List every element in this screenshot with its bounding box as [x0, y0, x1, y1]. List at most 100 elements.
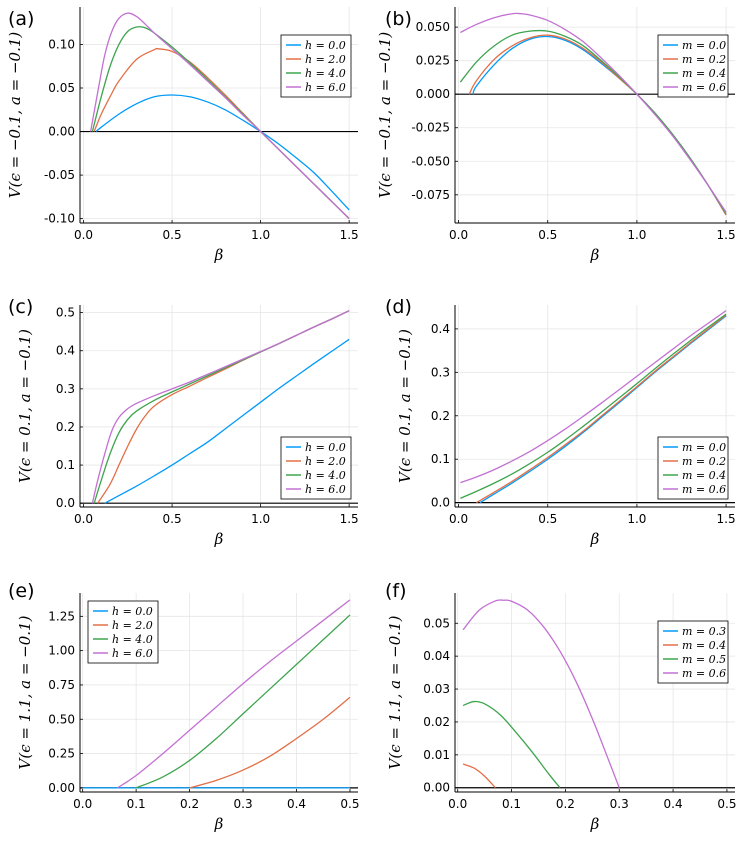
legend-entry-label: m = 0.4 — [682, 67, 726, 80]
x-tick-label: 0.3 — [610, 797, 629, 811]
legend-entry-label: m = 0.6 — [682, 483, 726, 496]
x-tick-label: 0.2 — [180, 797, 199, 811]
series-line-3 — [460, 12, 727, 213]
legend: h = 0.0h = 2.0h = 4.0h = 6.0 — [280, 34, 352, 98]
x-tick-label: 0.5 — [340, 797, 359, 811]
series-group — [91, 310, 350, 504]
series-group — [459, 12, 727, 216]
series-line-2 — [460, 313, 727, 499]
legend-entry-label: h = 2.0 — [112, 619, 153, 632]
x-tick-label: 0.5 — [163, 228, 182, 242]
y-tick-label: 0.75 — [48, 678, 75, 692]
panel-label: (d) — [385, 296, 412, 318]
x-axis-label: β — [214, 530, 224, 548]
panel-label: (c) — [8, 296, 33, 318]
legend-entry-label: h = 4.0 — [305, 67, 346, 80]
series-group — [462, 599, 620, 789]
panel-e: 0.0 0.1 0.2 0.3 0.4 0.5 0.00 0.25 0.50 0.75 1.00 1.… — [8, 580, 360, 833]
panel-d: 0.0 0.5 1.0 1.5 0.0 0.1 0.2 0.3 0.4 (d) β V(ϵ = 0.1… — [385, 296, 736, 548]
legend-entry-label: m = 0.4 — [682, 639, 726, 652]
x-tick-label: 0.0 — [448, 797, 467, 811]
legend: h = 0.0h = 2.0h = 4.0h = 6.0 — [280, 436, 352, 500]
x-axis-label: β — [214, 246, 224, 264]
legend: m = 0.3m = 0.4m = 0.5m = 0.6 — [657, 620, 729, 684]
legend-entry-label: h = 6.0 — [305, 81, 346, 94]
y-tick-label: 0.05 — [423, 616, 450, 630]
y-tick-label: 0.04 — [423, 649, 450, 663]
series-line-2 — [462, 700, 561, 789]
y-tick-label: 0.0 — [431, 496, 450, 510]
legend-entry-label: h = 2.0 — [305, 455, 346, 468]
y-tick-label: 0.1 — [431, 452, 450, 466]
legend-entry-label: h = 0.0 — [305, 441, 346, 454]
x-tick-label: 1.0 — [627, 228, 646, 242]
series-group — [460, 310, 727, 504]
x-tick-label: 0.5 — [538, 228, 557, 242]
y-tick-label: -0.025 — [411, 121, 450, 135]
legend-entry-label: m = 0.0 — [682, 39, 726, 52]
legend: h = 0.0h = 2.0h = 4.0h = 6.0 — [87, 600, 159, 664]
series-group — [89, 12, 350, 220]
y-tick-label: 1.25 — [48, 609, 75, 623]
legend-entry-label: h = 0.0 — [112, 605, 153, 618]
series-line-1 — [462, 763, 496, 789]
y-axis-label: V(ϵ = −0.1, a = −0.1) — [376, 32, 394, 199]
x-tick-label: 0.0 — [74, 228, 93, 242]
legend-entry-label: h = 6.0 — [305, 483, 346, 496]
x-tick-label: 0.5 — [163, 512, 182, 526]
series-line-3 — [89, 12, 350, 220]
y-tick-label: 0.050 — [416, 20, 450, 34]
series-line-2 — [459, 29, 727, 214]
panel-a: 0.0 0.5 1.0 1.5 -0.10 -0.05 0.00 0.05 0.10 (a) β V(… — [6, 7, 359, 264]
legend-entry-label: m = 0.4 — [682, 469, 726, 482]
panel-f: 0.0 0.1 0.2 0.3 0.4 0.5 0.00 0.01 0.02 0.03 0.04 0.… — [385, 580, 736, 833]
y-tick-label: -0.075 — [411, 188, 450, 202]
x-tick-label: 0.4 — [287, 797, 306, 811]
x-axis-label: β — [590, 530, 600, 548]
legend: m = 0.0m = 0.2m = 0.4m = 0.6 — [657, 436, 729, 500]
y-tick-label: 0.00 — [48, 781, 75, 795]
y-tick-label: -0.10 — [44, 212, 75, 226]
x-axis-label: β — [590, 815, 600, 833]
series-line-1 — [189, 696, 351, 789]
series-line-3 — [117, 599, 351, 789]
series-line-2 — [135, 614, 351, 789]
x-tick-label: 0.3 — [234, 797, 253, 811]
x-axis-label: β — [590, 246, 600, 264]
legend-entry-label: h = 4.0 — [305, 469, 346, 482]
y-tick-label: -0.050 — [411, 154, 450, 168]
y-tick-label: 0.05 — [48, 81, 75, 95]
y-tick-label: 0.1 — [56, 458, 75, 472]
x-tick-label: 0.5 — [538, 512, 557, 526]
y-tick-label: 0.00 — [423, 781, 450, 795]
legend-entry-label: m = 0.3 — [682, 625, 726, 638]
x-tick-label: 0.4 — [664, 797, 683, 811]
legend-entry-label: h = 4.0 — [112, 633, 153, 646]
x-tick-label: 1.5 — [717, 228, 736, 242]
series-line-3 — [91, 310, 350, 504]
legend-entry-label: h = 2.0 — [305, 53, 346, 66]
series-line-0 — [104, 338, 350, 504]
series-line-3 — [460, 310, 727, 484]
legend-entry-label: m = 0.6 — [682, 81, 726, 94]
legend-entry-label: m = 0.0 — [682, 441, 726, 454]
panel-label: (b) — [385, 8, 412, 30]
y-tick-label: 0.01 — [423, 748, 450, 762]
y-tick-label: 0.2 — [431, 409, 450, 423]
series-line-1 — [476, 314, 727, 504]
y-tick-label: 0.4 — [56, 344, 75, 358]
series-line-3 — [462, 599, 620, 788]
panel-b: 0.0 0.5 1.0 1.5 -0.075 -0.050 -0.025 0.000 0.025… — [376, 7, 736, 264]
series-group — [82, 599, 351, 789]
y-axis-label: V(ϵ = −0.1, a = −0.1) — [6, 32, 24, 199]
y-tick-label: -0.05 — [44, 168, 75, 182]
y-tick-label: 0.10 — [48, 37, 75, 51]
y-tick-label: 0.03 — [423, 682, 450, 696]
y-axis-label: V(ϵ = 1.1, a = −0.1) — [386, 615, 404, 769]
y-tick-label: 0.50 — [48, 712, 75, 726]
y-tick-label: 0.3 — [56, 382, 75, 396]
x-tick-label: 0.0 — [73, 797, 92, 811]
legend: m = 0.0m = 0.2m = 0.4m = 0.6 — [657, 34, 729, 98]
